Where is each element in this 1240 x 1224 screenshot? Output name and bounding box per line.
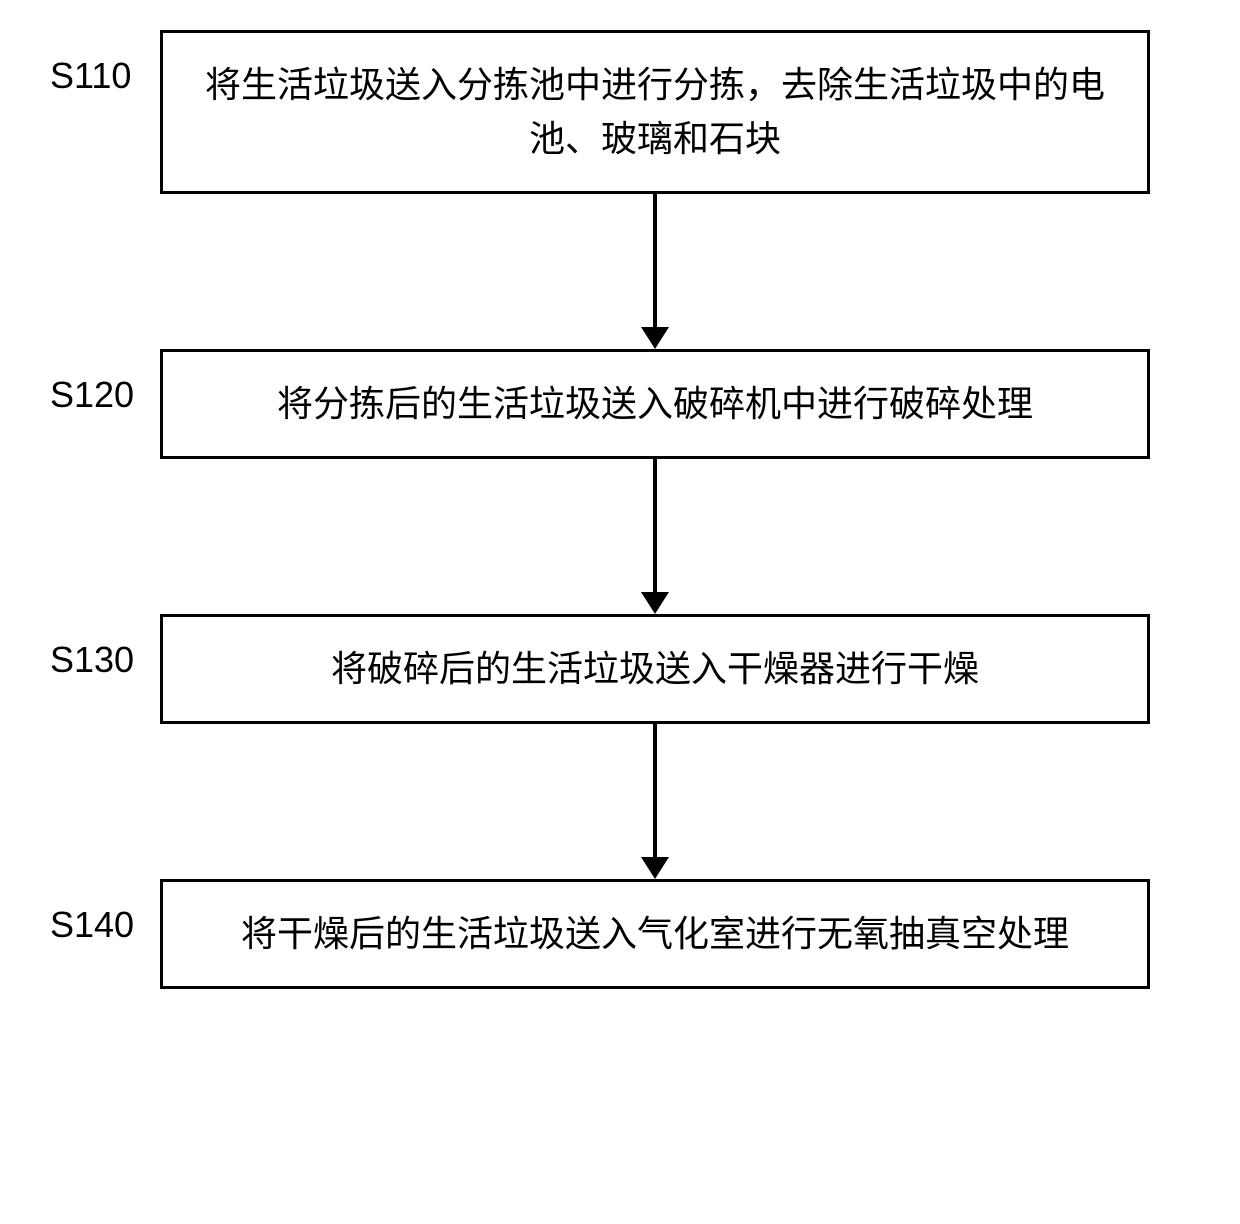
step-box-s120: 将分拣后的生活垃圾送入破碎机中进行破碎处理 — [160, 349, 1150, 459]
step-label-s130: S130 — [50, 639, 160, 681]
arrow-icon — [653, 459, 657, 614]
flowchart-container: S110 将生活垃圾送入分拣池中进行分拣，去除生活垃圾中的电池、玻璃和石块 S1… — [50, 30, 1190, 989]
arrow-s120-s130 — [160, 459, 1150, 614]
step-row-s140: S140 将干燥后的生活垃圾送入气化室进行无氧抽真空处理 — [50, 879, 1190, 989]
step-label-s110: S110 — [50, 55, 160, 97]
arrow-icon — [653, 724, 657, 879]
step-box-s140: 将干燥后的生活垃圾送入气化室进行无氧抽真空处理 — [160, 879, 1150, 989]
step-row-s110: S110 将生活垃圾送入分拣池中进行分拣，去除生活垃圾中的电池、玻璃和石块 — [50, 30, 1190, 194]
step-label-s120: S120 — [50, 374, 160, 416]
arrow-icon — [653, 194, 657, 349]
step-box-s110: 将生活垃圾送入分拣池中进行分拣，去除生活垃圾中的电池、玻璃和石块 — [160, 30, 1150, 194]
step-label-s140: S140 — [50, 904, 160, 946]
arrow-s110-s120 — [160, 194, 1150, 349]
step-row-s130: S130 将破碎后的生活垃圾送入干燥器进行干燥 — [50, 614, 1190, 724]
step-box-s130: 将破碎后的生活垃圾送入干燥器进行干燥 — [160, 614, 1150, 724]
step-row-s120: S120 将分拣后的生活垃圾送入破碎机中进行破碎处理 — [50, 349, 1190, 459]
arrow-s130-s140 — [160, 724, 1150, 879]
